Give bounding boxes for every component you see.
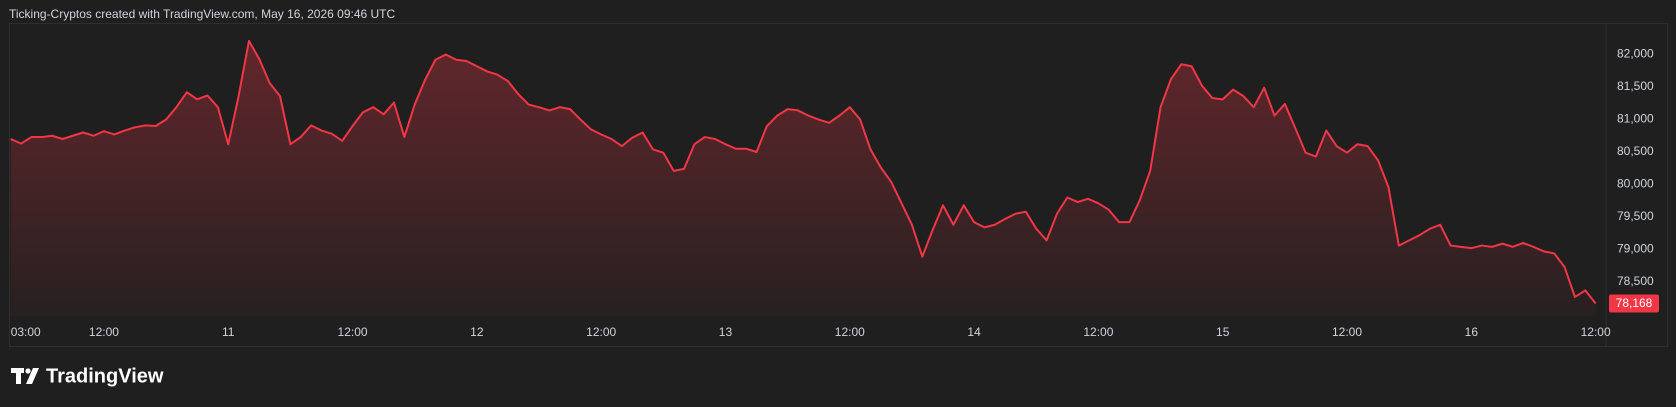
x-tick-label: 12:00 xyxy=(1083,325,1113,339)
x-tick-label: 14 xyxy=(967,325,981,339)
chart-panel xyxy=(9,23,1668,347)
x-tick-label: 12:00 xyxy=(1332,325,1362,339)
brand: TradingView xyxy=(46,365,164,387)
y-tick-label: 79,500 xyxy=(1617,209,1654,223)
y-tick-label: 78,500 xyxy=(1617,274,1654,288)
x-tick-label: 12:00 xyxy=(338,325,368,339)
price-line xyxy=(10,39,1597,305)
logo-dot xyxy=(25,368,31,374)
area-fill xyxy=(10,40,1596,317)
logo-stem xyxy=(16,368,21,384)
y-tick-label: 80,500 xyxy=(1617,144,1654,158)
y-tick-label: 79,000 xyxy=(1617,242,1654,256)
logo-slash xyxy=(26,368,39,384)
logo xyxy=(11,368,39,384)
y-tick-label: 81,000 xyxy=(1617,112,1654,126)
last-price-label: 78,168 xyxy=(1616,296,1653,310)
last-price-box xyxy=(1609,294,1659,313)
x-tick-label: 15 xyxy=(1216,325,1230,339)
y-tick-label: 80,000 xyxy=(1617,177,1654,191)
x-tick-label: 11 xyxy=(222,325,235,339)
header-text: Ticking-Cryptos created with TradingView… xyxy=(9,7,396,21)
x-tick-label: 12:00 xyxy=(89,325,119,339)
y-tick-label: 82,000 xyxy=(1617,47,1654,61)
x-tick-label: 12:00 xyxy=(1581,325,1611,339)
x-tick-label: 13 xyxy=(719,325,733,339)
x-tick-label: 03:00 xyxy=(11,325,41,339)
x-tick-label: 12 xyxy=(470,325,484,339)
x-tick-label: 12:00 xyxy=(835,325,865,339)
x-tick-label: 16 xyxy=(1465,325,1479,339)
y-tick-label: 81,500 xyxy=(1617,79,1654,93)
x-tick-label: 12:00 xyxy=(586,325,616,339)
